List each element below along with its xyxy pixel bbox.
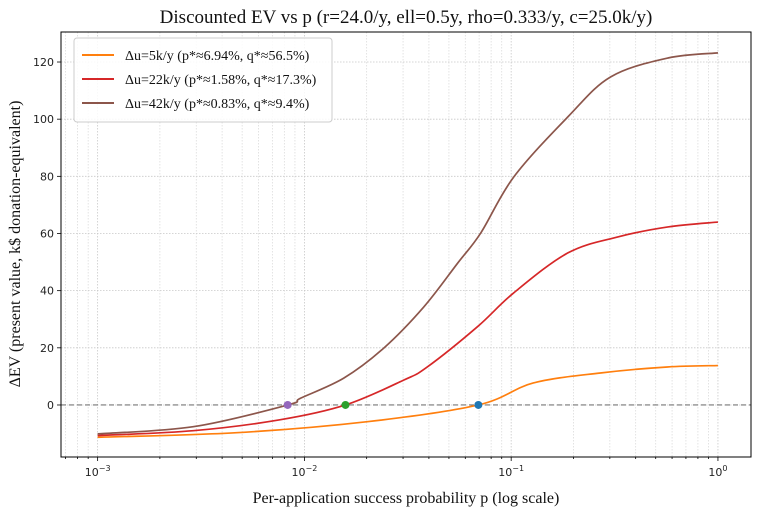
y-tick-label: 40 xyxy=(40,285,54,298)
y-axis-label: ΔEV (present value, k$ donation-equivale… xyxy=(7,101,24,388)
y-tick-label: 60 xyxy=(40,227,54,240)
series-layer xyxy=(97,52,719,439)
x-tick-label: 10−3 xyxy=(85,464,111,479)
legend-label-2: Δu=42k/y (p*≈0.83%, q*≈9.4%) xyxy=(125,97,310,112)
y-tick-label: 20 xyxy=(40,342,54,355)
y-axis-ticks: 0 20 40 60 80 100 120 xyxy=(33,56,61,412)
plot-frame xyxy=(60,31,752,458)
legend-label-0: Δu=5k/y (p*≈6.94%, q*≈56.5%) xyxy=(125,49,310,64)
legend-label-1: Δu=22k/y (p*≈1.58%, q*≈17.3%) xyxy=(125,73,317,88)
chart-title: Discounted EV vs p (r=24.0/y, ell=0.5y, … xyxy=(160,7,653,28)
legend-box xyxy=(73,37,333,123)
series-line-1 xyxy=(97,221,719,437)
x-tick-label: 10−2 xyxy=(292,464,318,479)
x-tick-label: 100 xyxy=(708,464,727,479)
x-axis-label: Per-application success probability p (l… xyxy=(253,490,560,507)
breakeven-marker-0 xyxy=(474,400,483,409)
x-tick-label: 10−1 xyxy=(498,464,524,479)
breakeven-marker-2 xyxy=(283,400,292,409)
y-tick-label: 100 xyxy=(33,113,54,126)
breakeven-marker-1 xyxy=(341,400,350,409)
x-axis-ticks: 10−3 10−2 10−1 100 xyxy=(65,457,727,479)
y-tick-label: 120 xyxy=(33,56,54,69)
y-tick-label: 0 xyxy=(47,399,54,412)
legend: Δu=5k/y (p*≈6.94%, q*≈56.5%) Δu=22k/y (p*… xyxy=(73,37,333,123)
y-tick-label: 80 xyxy=(40,170,54,183)
